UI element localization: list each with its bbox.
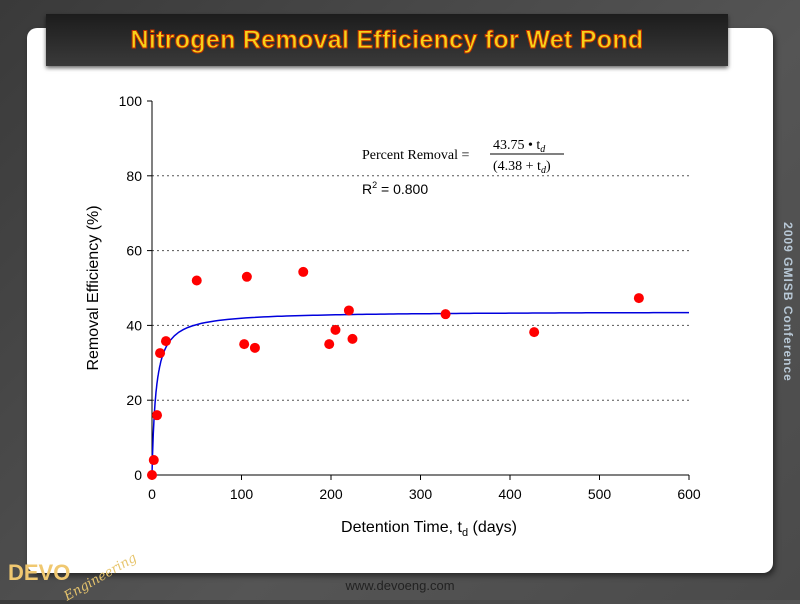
r-squared: R2 = 0.800	[362, 180, 428, 197]
data-point	[440, 309, 451, 320]
data-point	[241, 271, 252, 282]
y-tick-label: 60	[126, 243, 142, 259]
data-point	[529, 327, 540, 338]
footer-url[interactable]: www.devoeng.com	[345, 578, 455, 593]
title-bar: Nitrogen Removal Efficiency for Wet Pond	[46, 14, 728, 66]
x-axis-label: Detention Time, td (days)	[341, 519, 517, 539]
data-point	[347, 333, 358, 344]
y-tick-label: 100	[119, 93, 143, 109]
y-tick-label: 80	[126, 168, 142, 184]
data-point	[160, 336, 171, 347]
logo-text: DEVO	[8, 560, 71, 585]
data-point	[147, 470, 157, 480]
data-point	[155, 348, 166, 359]
y-tick-label: 40	[126, 317, 142, 333]
equation-label: Percent Removal =	[362, 148, 470, 163]
x-tick-label: 200	[319, 486, 343, 502]
company-logo: DEVO Engineering	[8, 551, 139, 604]
data-point	[298, 266, 309, 277]
data-point	[249, 342, 260, 353]
data-point	[191, 275, 202, 286]
equation: Percent Removal = 43.75 • td (4.38 + td)	[362, 138, 564, 176]
data-point	[324, 339, 335, 350]
x-tick-label: 400	[498, 486, 522, 502]
data-point	[152, 410, 163, 421]
equation-numerator: 43.75 • td	[493, 138, 546, 155]
x-tick-label: 100	[230, 486, 254, 502]
x-tick-label: 300	[409, 486, 433, 502]
y-tick-label: 0	[134, 467, 142, 483]
x-tick-label: 600	[677, 486, 701, 502]
y-tick-label: 20	[126, 392, 142, 408]
x-tick-label: 500	[588, 486, 612, 502]
x-tick-label: 0	[148, 486, 156, 502]
data-point	[148, 455, 159, 466]
data-point	[343, 305, 354, 316]
data-point	[330, 324, 341, 335]
y-axis-label: Removal Efficiency (%)	[85, 205, 102, 370]
fit-curve	[151, 311, 689, 476]
slide-title: Nitrogen Removal Efficiency for Wet Pond	[130, 25, 644, 54]
data-point	[239, 339, 250, 350]
slide-card	[27, 28, 773, 573]
equation-denominator: (4.38 + td)	[493, 159, 551, 176]
data-point	[633, 293, 644, 304]
